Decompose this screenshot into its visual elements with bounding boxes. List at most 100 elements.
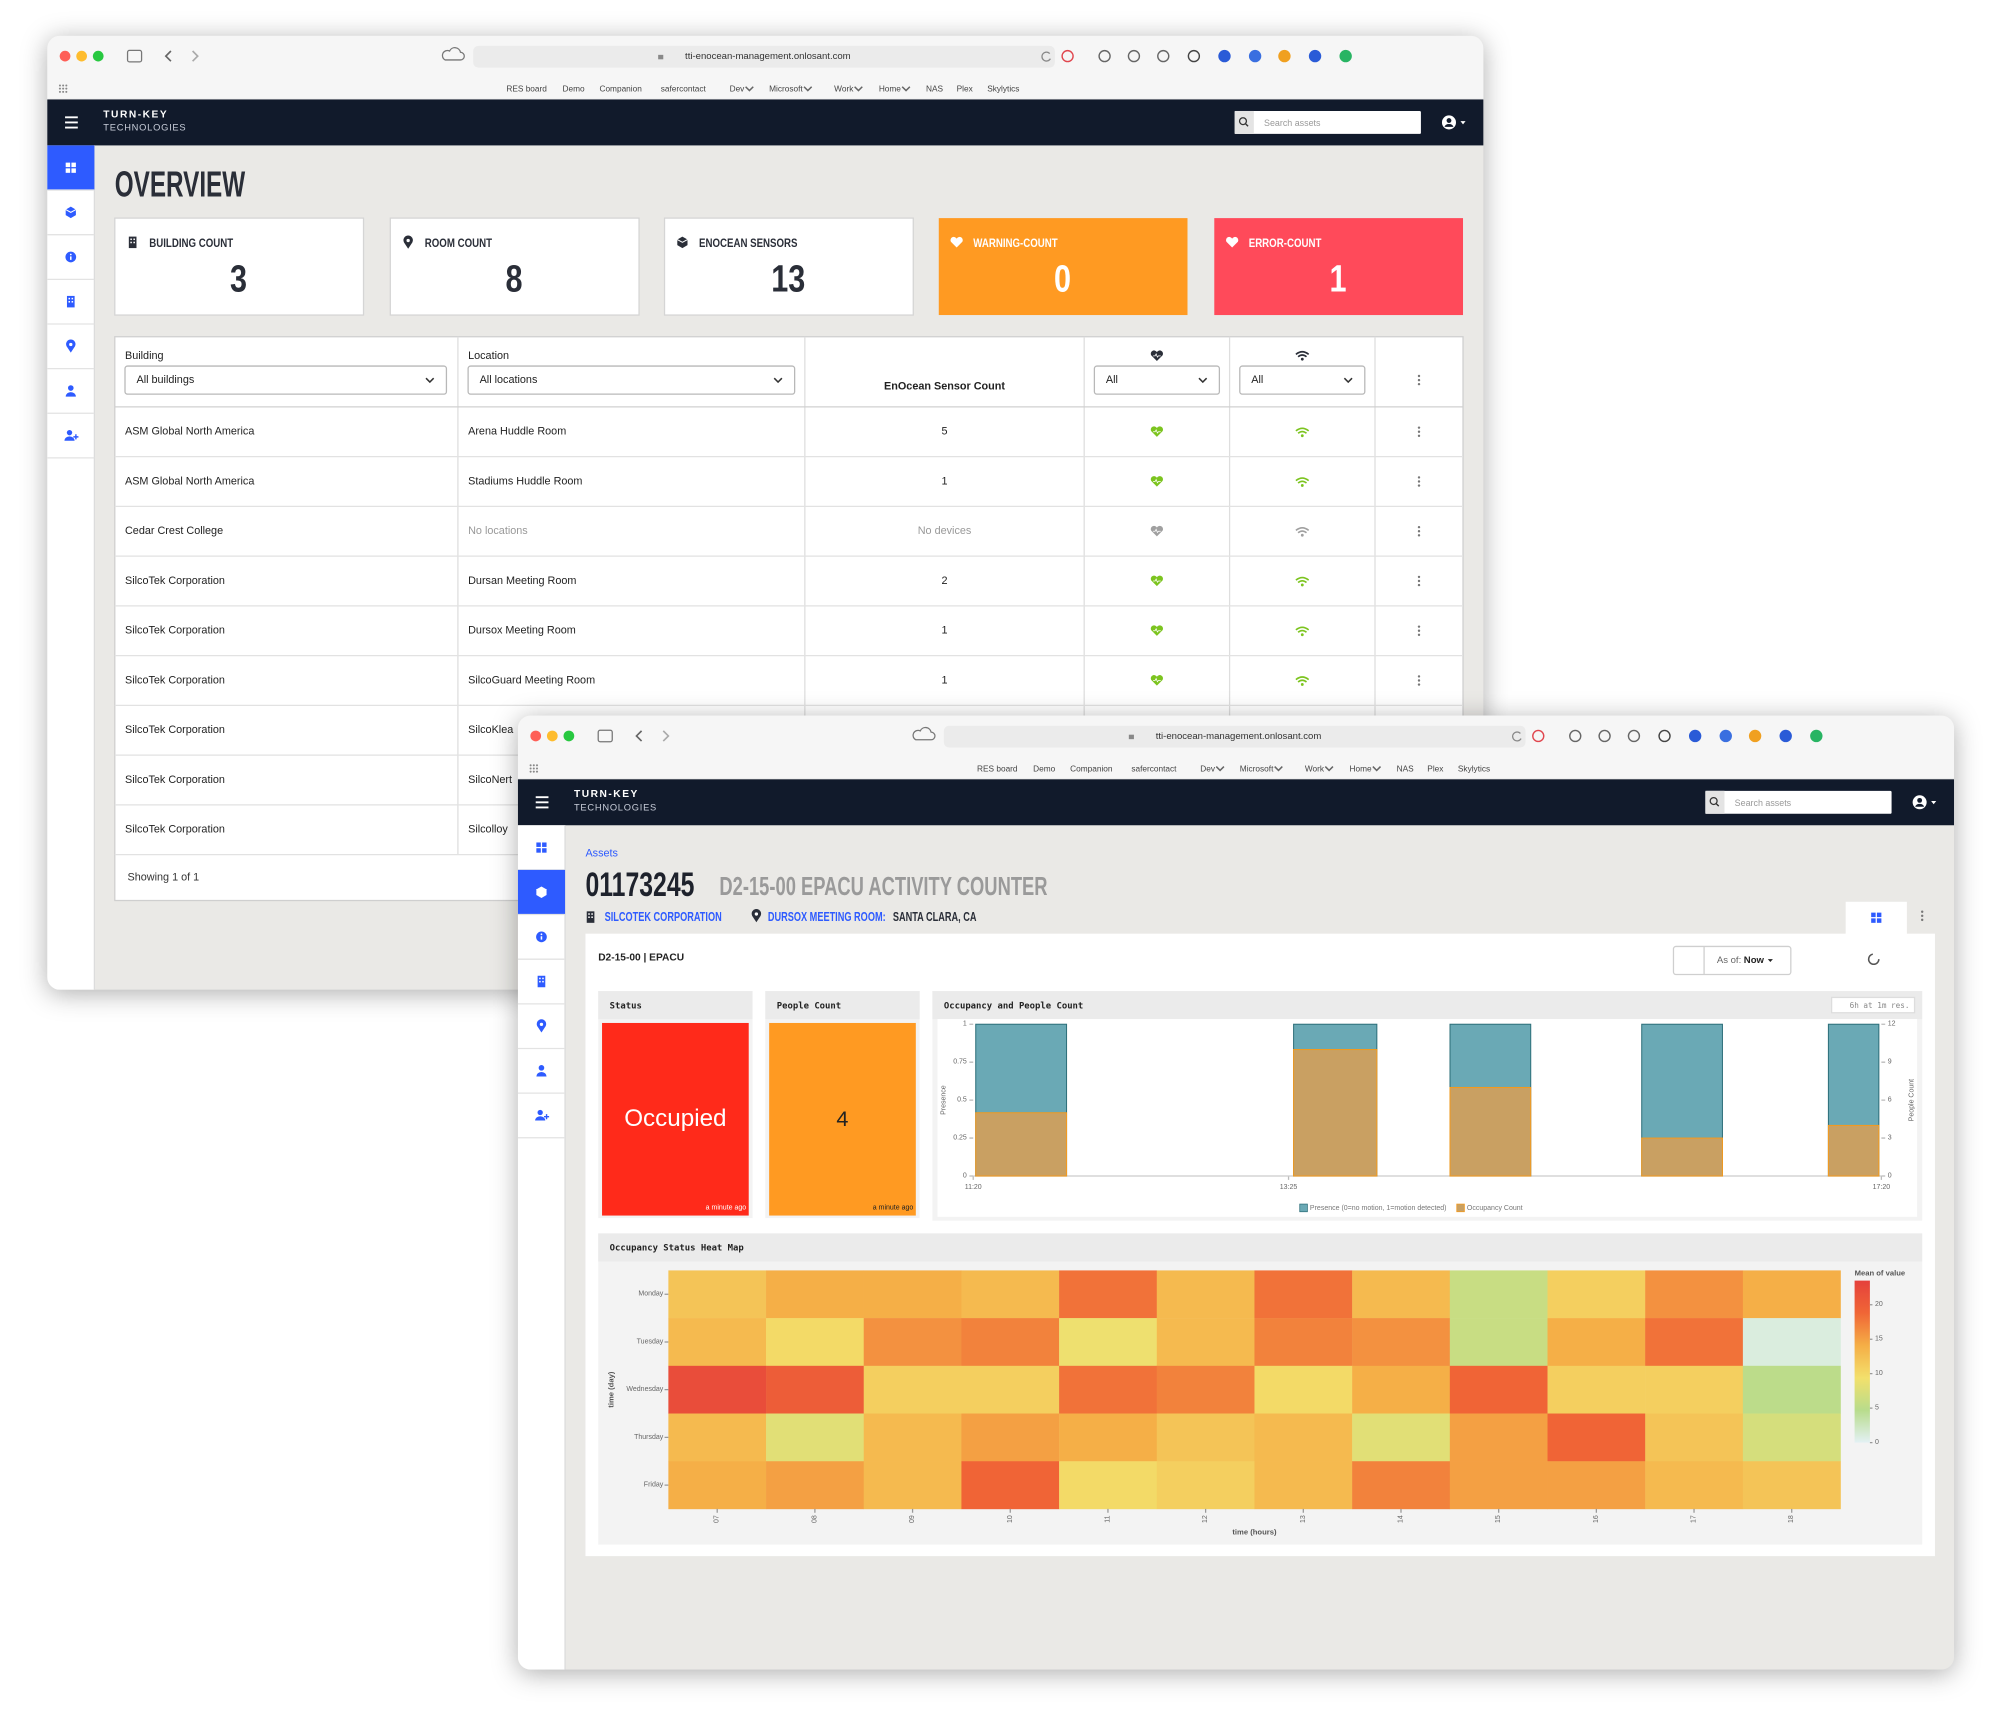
back-button[interactable] <box>164 50 172 62</box>
toolbar-icon[interactable] <box>1748 729 1762 743</box>
sidebar-item[interactable] <box>517 975 566 1005</box>
dashboard-tab[interactable] <box>1845 901 1907 935</box>
chevron-icon <box>1198 377 1208 384</box>
building-link[interactable]: SILCOTEK CORPORATION <box>605 911 722 925</box>
sidebar-item[interactable] <box>47 339 95 370</box>
kebab-icon[interactable] <box>1417 575 1421 587</box>
toolbar-icon[interactable] <box>1127 49 1141 63</box>
toolbar-icon[interactable] <box>1532 729 1545 743</box>
sidebar-item[interactable] <box>517 1065 566 1094</box>
lock-icon <box>658 54 664 60</box>
search-box[interactable] <box>1234 110 1421 134</box>
toolbar-icon[interactable] <box>1658 729 1671 743</box>
as-of-picker[interactable] <box>1672 945 1792 976</box>
kebab-icon[interactable] <box>1417 625 1421 637</box>
bookmark[interactable]: Skylytics <box>1458 763 1490 773</box>
bookmark[interactable]: Home <box>1349 763 1371 773</box>
widget-header <box>598 1233 1923 1262</box>
toolbar-icon[interactable] <box>1061 49 1074 63</box>
sidebar-item[interactable] <box>47 145 95 191</box>
bookmark[interactable]: Home <box>879 84 901 94</box>
dropdown[interactable]: All locations <box>467 365 796 395</box>
kebab-icon[interactable] <box>1417 675 1421 686</box>
bookmark[interactable]: NAS <box>926 84 944 94</box>
bookmark[interactable]: RES board <box>977 763 1018 773</box>
location-link[interactable]: DURSOX MEETING ROOM: <box>768 911 886 925</box>
cube-icon <box>536 886 547 898</box>
address-bar[interactable] <box>473 45 1055 68</box>
sidebar-item[interactable] <box>517 931 566 960</box>
bookmark[interactable]: Plex <box>1427 763 1444 773</box>
bookmark[interactable]: Plex <box>957 84 974 94</box>
icon-part <box>1417 583 1421 587</box>
kebab-icon[interactable] <box>1417 525 1421 537</box>
bookmark[interactable]: Skylytics <box>987 84 1019 94</box>
bookmark[interactable]: Dev <box>1200 763 1216 773</box>
column-header: Building <box>125 350 164 362</box>
window-button[interactable] <box>563 730 575 742</box>
toolbar-icon[interactable] <box>1688 729 1702 743</box>
toolbar-icon[interactable] <box>1278 49 1291 63</box>
kebab-icon[interactable] <box>1417 374 1421 386</box>
wifi-icon <box>1295 676 1310 686</box>
forward-button[interactable] <box>662 730 670 742</box>
sidebar-item[interactable] <box>517 1109 566 1139</box>
toolbar-icon[interactable] <box>1810 729 1823 743</box>
breadcrumb-link[interactable]: Assets <box>585 847 618 859</box>
sidebar-item[interactable] <box>517 869 566 916</box>
window-button[interactable] <box>546 730 558 742</box>
sidebar-toggle[interactable] <box>126 49 143 63</box>
dropdown[interactable]: All <box>1093 365 1221 395</box>
dropdown[interactable]: All buildings <box>124 365 448 395</box>
toolbar-icon[interactable] <box>1218 49 1231 63</box>
bookmark[interactable]: Microsoft <box>769 84 803 94</box>
sidebar-item[interactable] <box>47 295 95 325</box>
bookmark[interactable]: Work <box>834 84 854 94</box>
kebab-icon[interactable] <box>1417 426 1421 438</box>
bookmark[interactable]: NAS <box>1397 763 1415 773</box>
sidebar-item[interactable] <box>47 206 95 236</box>
chevron-icon <box>1274 766 1283 772</box>
kebab-icon[interactable] <box>1417 476 1421 487</box>
toolbar-icon[interactable] <box>1569 729 1582 743</box>
toolbar-icon[interactable] <box>1719 729 1732 743</box>
toolbar-icon[interactable] <box>1187 49 1201 63</box>
search-box[interactable] <box>1705 790 1892 814</box>
bookmark[interactable]: safercontact <box>661 84 707 94</box>
forward-button[interactable] <box>192 50 199 62</box>
sidebar-item[interactable] <box>47 251 95 280</box>
dropdown[interactable]: All <box>1239 365 1366 395</box>
bookmark[interactable]: safercontact <box>1131 763 1177 773</box>
sidebar-toggle[interactable] <box>597 729 613 743</box>
toolbar-icon[interactable] <box>1308 49 1322 63</box>
toolbar-icon[interactable] <box>1627 729 1641 743</box>
window-button[interactable] <box>59 50 71 62</box>
toolbar-icon[interactable] <box>1098 49 1111 63</box>
bookmark[interactable]: Microsoft <box>1240 763 1274 773</box>
sidebar-item[interactable] <box>517 1019 566 1050</box>
stat-card <box>389 217 640 316</box>
bookmark[interactable]: RES board <box>506 84 547 94</box>
reload-button[interactable] <box>1512 731 1522 742</box>
toolbar-icon[interactable] <box>1339 49 1352 63</box>
kebab-icon[interactable] <box>1920 910 1924 922</box>
sidebar-item[interactable] <box>47 385 95 414</box>
bookmark[interactable]: Companion <box>599 84 642 94</box>
window-button[interactable] <box>530 730 542 742</box>
bookmark[interactable]: Companion <box>1070 763 1113 773</box>
bookmark[interactable]: Work <box>1305 763 1325 773</box>
window-button[interactable] <box>76 50 87 62</box>
window-button[interactable] <box>92 50 104 62</box>
bookmark[interactable]: Demo <box>1033 763 1055 773</box>
toolbar-icon[interactable] <box>1248 49 1262 63</box>
bookmark[interactable]: Demo <box>562 84 584 94</box>
toolbar-icon[interactable] <box>1779 729 1792 743</box>
bookmark[interactable]: Dev <box>730 84 746 94</box>
sidebar-item[interactable] <box>47 429 95 459</box>
back-button[interactable] <box>635 730 643 742</box>
toolbar-icon[interactable] <box>1157 49 1170 63</box>
address-bar[interactable] <box>943 725 1526 748</box>
reload-button[interactable] <box>1041 51 1051 62</box>
toolbar-icon[interactable] <box>1598 729 1611 743</box>
